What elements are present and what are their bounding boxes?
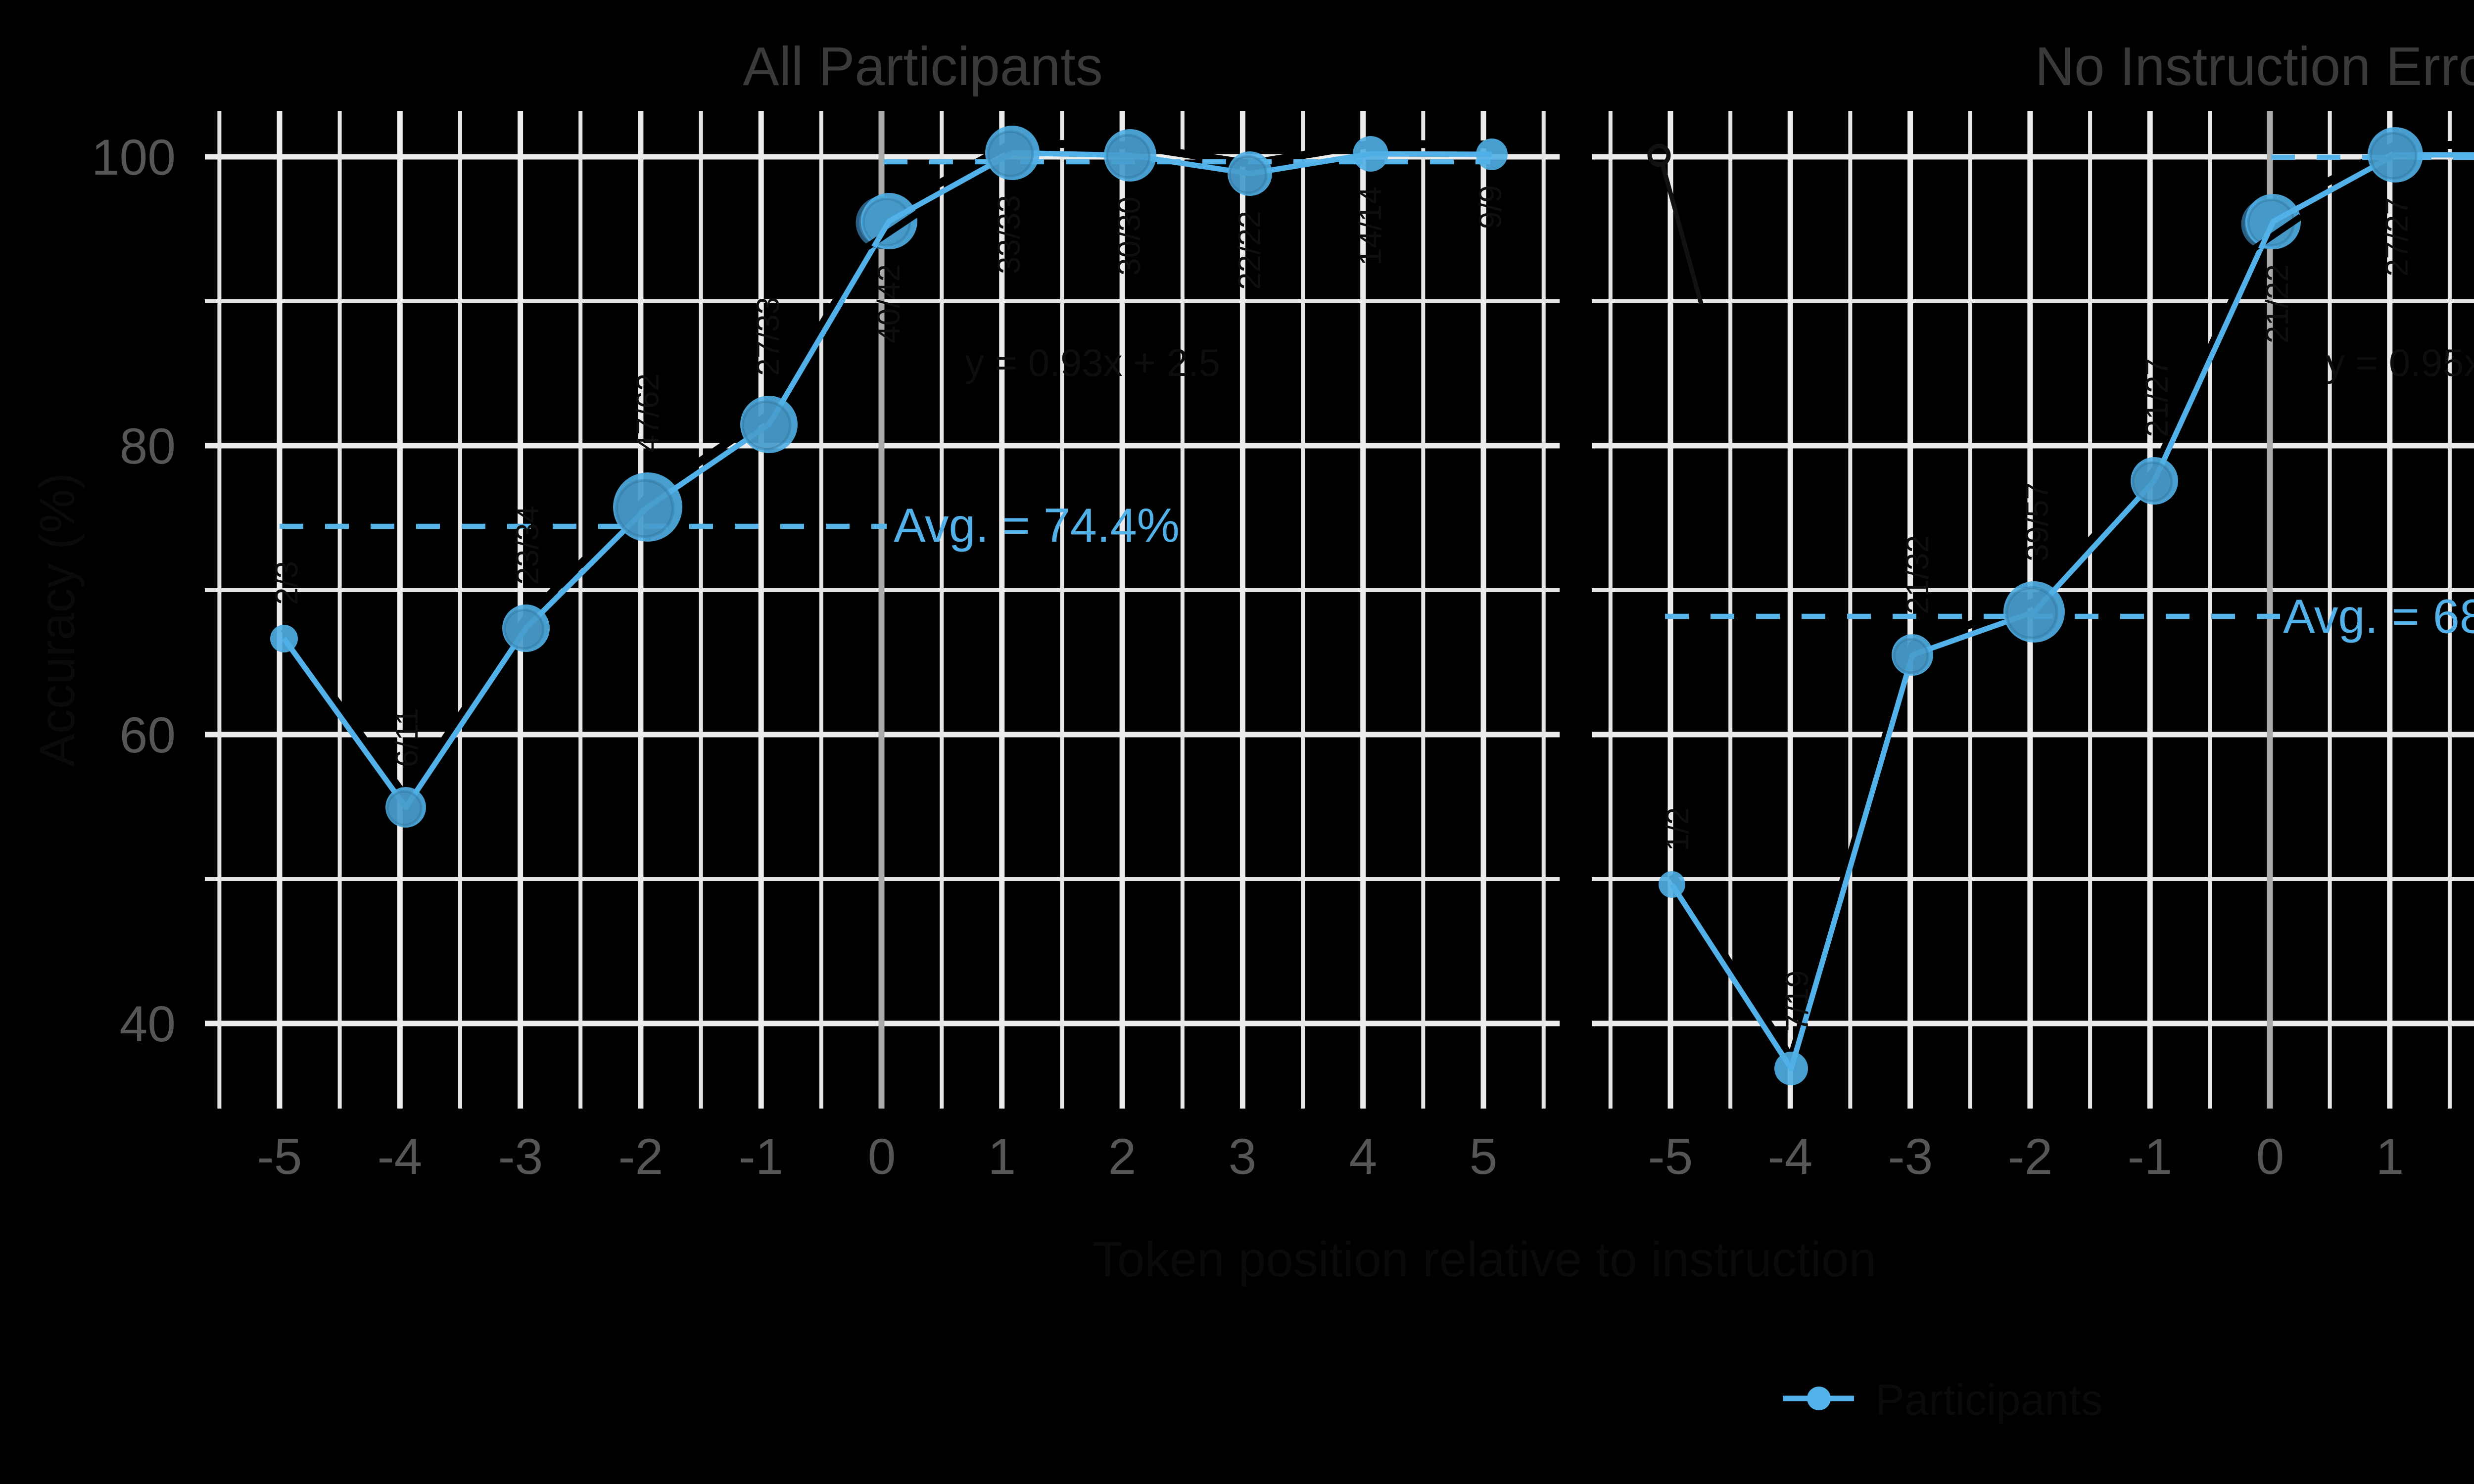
svg-text:30/30: 30/30 [1111, 196, 1147, 276]
svg-text:-3: -3 [498, 1128, 543, 1185]
svg-text:-3: -3 [1888, 1128, 1933, 1185]
svg-text:40/42: 40/42 [871, 264, 906, 343]
svg-text:21/27: 21/27 [2139, 358, 2175, 437]
svg-text:-1: -1 [739, 1128, 784, 1185]
svg-text:Accuracy (%): Accuracy (%) [30, 472, 85, 767]
svg-text:7/19: 7/19 [1779, 970, 1815, 1032]
svg-text:5: 5 [1470, 1128, 1498, 1185]
svg-text:1/2: 1/2 [1660, 807, 1695, 851]
svg-text:1: 1 [2376, 1128, 2404, 1185]
svg-text:Participants: Participants [1875, 1375, 2103, 1424]
svg-text:47/62: 47/62 [630, 373, 666, 453]
svg-text:39/57: 39/57 [2019, 482, 2055, 561]
svg-text:1: 1 [988, 1128, 1016, 1185]
svg-text:-2: -2 [618, 1128, 664, 1185]
svg-text:-5: -5 [257, 1128, 302, 1185]
svg-text:2/3: 2/3 [269, 561, 304, 605]
svg-text:80: 80 [120, 418, 176, 474]
svg-text:-5: -5 [1648, 1128, 1693, 1185]
svg-text:Avg. = 68.2%: Avg. = 68.2% [2283, 590, 2474, 644]
svg-text:4: 4 [1349, 1128, 1378, 1185]
svg-text:21/32: 21/32 [1900, 535, 1935, 614]
svg-text:All Participants: All Participants [743, 36, 1103, 97]
svg-text:23/34: 23/34 [510, 506, 545, 585]
svg-text:2: 2 [1108, 1128, 1137, 1185]
svg-text:6/11: 6/11 [389, 708, 425, 767]
svg-text:33/33: 33/33 [991, 195, 1027, 274]
svg-text:100: 100 [92, 129, 176, 186]
svg-text:0: 0 [868, 1128, 896, 1185]
svg-text:-2: -2 [2008, 1128, 2053, 1185]
svg-text:40: 40 [120, 996, 176, 1052]
svg-text:y = 0.93x + 2.5: y = 0.93x + 2.5 [965, 341, 1220, 384]
svg-text:-4: -4 [1768, 1128, 1813, 1185]
svg-text:14/14: 14/14 [1352, 186, 1388, 266]
svg-text:27/33: 27/33 [750, 297, 786, 376]
svg-text:Token position relative to ins: Token position relative to instruction [1093, 1232, 1876, 1287]
svg-text:-4: -4 [378, 1128, 423, 1185]
svg-text:9/9: 9/9 [1473, 185, 1508, 229]
svg-text:No Instruction Errors: No Instruction Errors [2035, 36, 2474, 97]
svg-text:22/22: 22/22 [1232, 211, 1267, 290]
svg-text:Avg. = 74.4%: Avg. = 74.4% [894, 499, 1180, 553]
svg-text:3: 3 [1229, 1128, 1257, 1185]
svg-text:0: 0 [2256, 1128, 2284, 1185]
svg-text:21/22: 21/22 [2259, 264, 2295, 343]
svg-text:27/27: 27/27 [2379, 197, 2415, 277]
svg-text:y = 0.95x + 2.8: y = 0.95x + 2.8 [2326, 341, 2474, 384]
svg-text:-1: -1 [2128, 1128, 2173, 1185]
svg-text:60: 60 [120, 707, 176, 763]
